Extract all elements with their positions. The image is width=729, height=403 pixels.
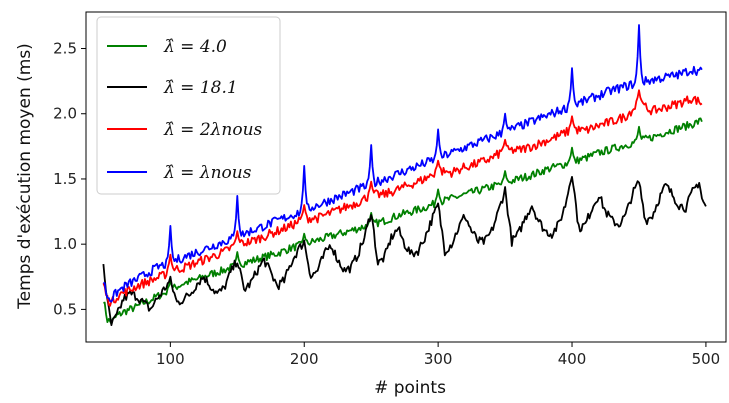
x-tick-label: 100 xyxy=(156,350,185,368)
legend-label-lambda-4: λ̂ = 4.0 xyxy=(163,37,227,57)
y-tick-label: 1.5 xyxy=(53,170,77,188)
x-tick-label: 200 xyxy=(290,350,319,368)
y-tick-label: 0.5 xyxy=(53,300,77,318)
x-tick-label: 400 xyxy=(558,350,587,368)
legend-label-lambda-18: λ̂ = 18.1 xyxy=(163,78,238,98)
legend: λ̂ = 4.0 λ̂ = 18.1 λ̂ = 2λnous λ̂ = λnou… xyxy=(97,17,280,194)
legend-label-lambda-2nous: λ̂ = 2λnous xyxy=(163,120,263,140)
y-tick-label: 1.0 xyxy=(53,235,77,253)
y-tick-label: 2.0 xyxy=(53,105,77,123)
y-axis-title: Temps d'exécution moyen (ms) xyxy=(15,43,35,310)
x-tick-label: 300 xyxy=(424,350,453,368)
x-axis-title: # points xyxy=(374,378,446,398)
y-tick-label: 2.5 xyxy=(53,40,77,58)
legend-label-lambda-nous: λ̂ = λnous xyxy=(163,163,252,183)
x-tick-label: 500 xyxy=(692,350,721,368)
